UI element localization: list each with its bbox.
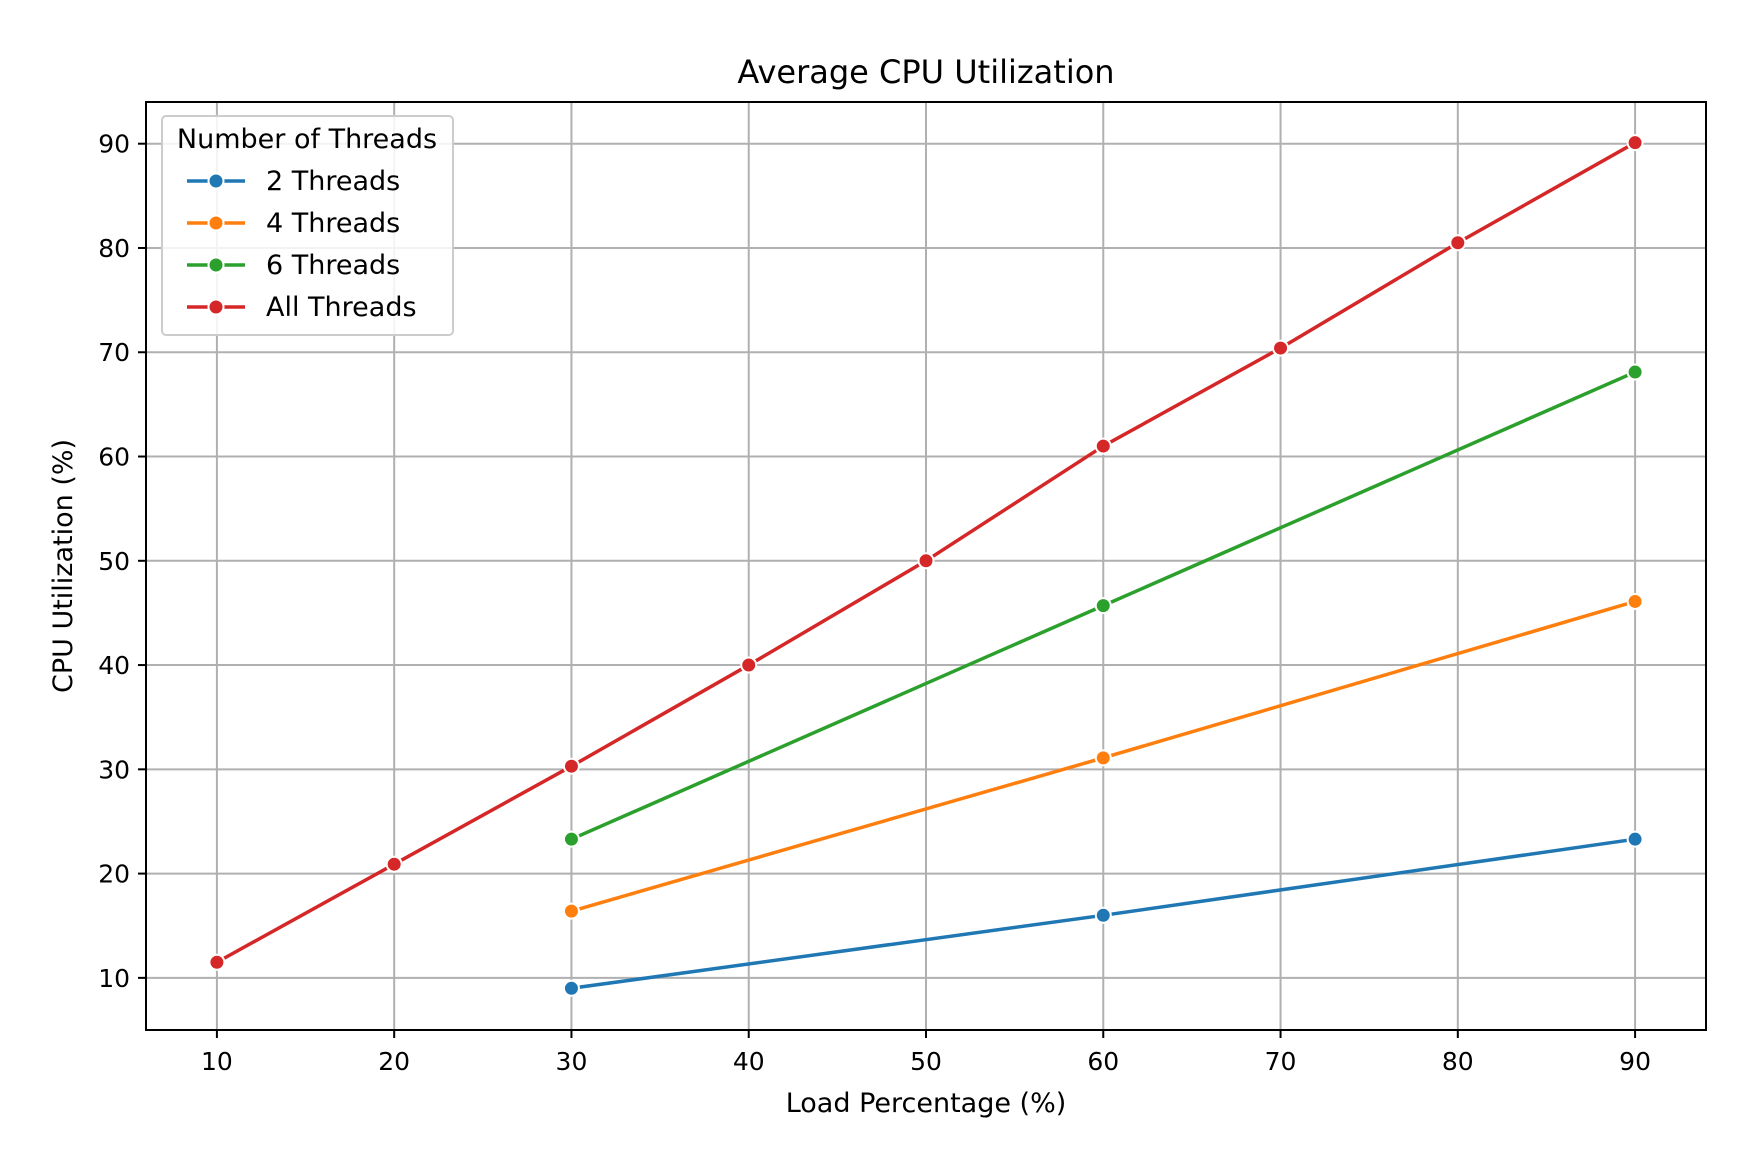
legend-title: Number of Threads xyxy=(177,124,437,155)
axis-ticks: 10 20 30 40 50 60 70 80 90 10 20 30 40 50 60 70 80 90 xyxy=(98,130,1651,1076)
x-axis-label: Load Percentage (%) xyxy=(786,1088,1067,1119)
data-point xyxy=(1094,749,1112,767)
legend-item: 6 Threads xyxy=(187,250,400,281)
x-tick-label: 40 xyxy=(733,1047,765,1076)
data-point xyxy=(1094,597,1112,615)
series-1 xyxy=(562,830,1644,997)
x-tick-label: 20 xyxy=(378,1047,410,1076)
series-4 xyxy=(208,134,1644,971)
y-tick-label: 30 xyxy=(98,755,130,784)
legend-item: 2 Threads xyxy=(187,166,400,197)
legend-label: All Threads xyxy=(266,292,417,323)
legend: Number of Threads 2 Threads 4 Threads 6 Th… xyxy=(161,115,454,336)
data-point xyxy=(740,656,758,674)
data-point xyxy=(1094,437,1112,455)
y-tick-label: 50 xyxy=(98,547,130,576)
y-axis-label: CPU Utilization (%) xyxy=(48,439,79,693)
x-tick-label: 30 xyxy=(556,1047,588,1076)
y-tick-label: 90 xyxy=(98,130,130,159)
legend-label: 4 Threads xyxy=(266,208,400,239)
data-point xyxy=(562,757,580,775)
data-point xyxy=(1449,234,1467,252)
y-tick-label: 70 xyxy=(98,338,130,367)
legend-label: 2 Threads xyxy=(266,166,400,197)
y-tick-label: 10 xyxy=(98,964,130,993)
data-point xyxy=(1626,830,1644,848)
legend-item: All Threads xyxy=(187,292,417,323)
data-point xyxy=(562,830,580,848)
x-tick-label: 60 xyxy=(1087,1047,1119,1076)
legend-label: 6 Threads xyxy=(266,250,400,281)
data-point xyxy=(1626,592,1644,610)
chart-title: Average CPU Utilization xyxy=(737,53,1114,91)
data-point xyxy=(1094,906,1112,924)
x-tick-label: 50 xyxy=(910,1047,942,1076)
data-point xyxy=(1626,363,1644,381)
plot-area xyxy=(208,134,1644,997)
x-tick-label: 80 xyxy=(1442,1047,1474,1076)
legend-marker xyxy=(207,172,225,190)
series-2 xyxy=(562,592,1644,920)
data-point xyxy=(385,855,403,873)
legend-marker xyxy=(207,298,225,316)
legend-item: 4 Threads xyxy=(187,208,400,239)
legend-box xyxy=(161,115,454,336)
y-tick-label: 80 xyxy=(98,234,130,263)
y-tick-label: 40 xyxy=(98,651,130,680)
series-3 xyxy=(562,363,1644,848)
data-point xyxy=(208,953,226,971)
data-point xyxy=(917,552,935,570)
y-tick-label: 60 xyxy=(98,443,130,472)
data-point xyxy=(1272,339,1290,357)
x-tick-label: 70 xyxy=(1265,1047,1297,1076)
legend-marker xyxy=(207,214,225,232)
x-tick-label: 90 xyxy=(1619,1047,1651,1076)
data-point xyxy=(1626,134,1644,152)
x-tick-label: 10 xyxy=(201,1047,233,1076)
data-point xyxy=(562,979,580,997)
y-tick-label: 20 xyxy=(98,860,130,889)
legend-marker xyxy=(207,256,225,274)
data-point xyxy=(562,902,580,920)
